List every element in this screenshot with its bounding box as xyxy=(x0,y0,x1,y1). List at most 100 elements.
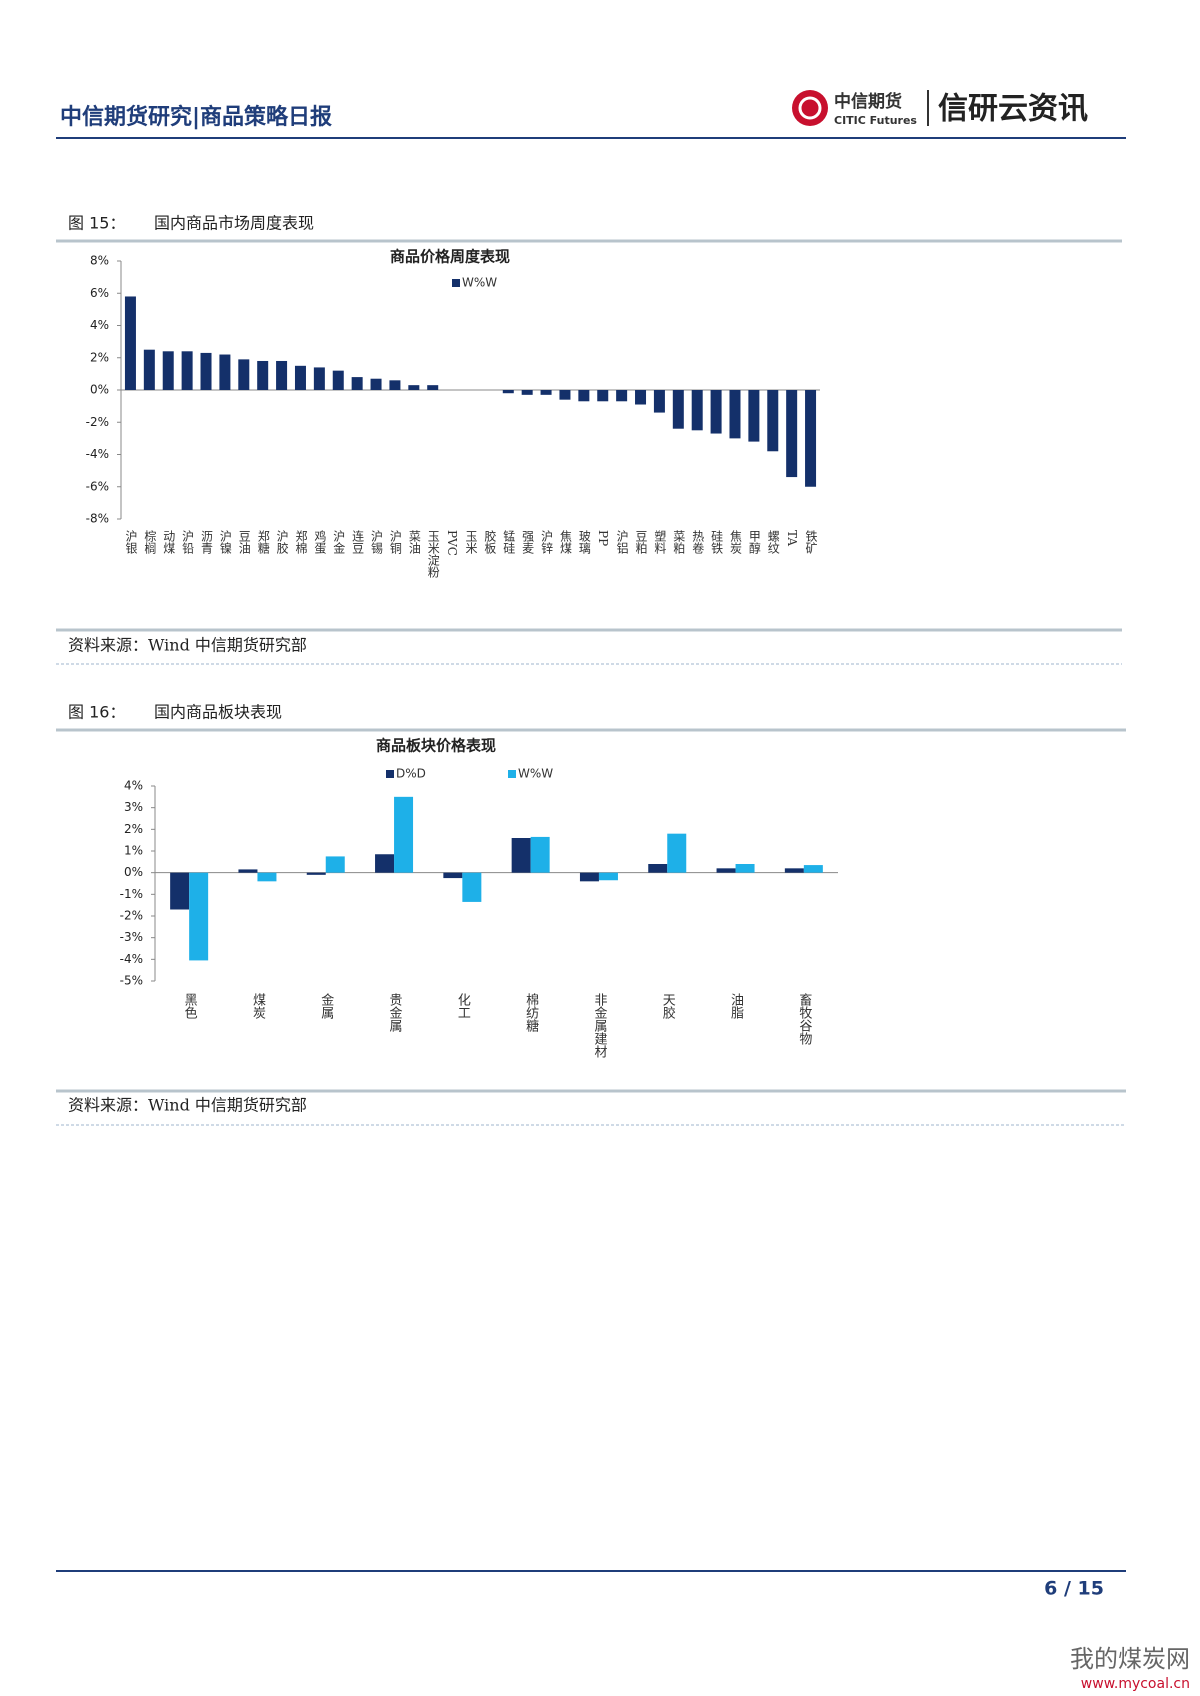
y-tick-label: -5% xyxy=(120,974,143,988)
bar xyxy=(716,868,736,873)
bar xyxy=(351,377,363,390)
bar xyxy=(238,869,258,873)
x-tick-label: 油脂 xyxy=(728,993,744,1019)
x-tick-label: 玉米 xyxy=(464,530,478,554)
x-tick-label: 玉米淀粉 xyxy=(426,530,440,578)
watermark-name: 我的煤炭网 xyxy=(1070,1645,1190,1673)
bar xyxy=(394,796,414,873)
x-tick-label: 热卷 xyxy=(691,530,705,554)
x-tick-label: 菜粕 xyxy=(672,530,686,554)
x-tick-label: 黑色 xyxy=(182,993,198,1019)
source: 资料来源：Wind 中信期货研究部 xyxy=(68,1096,307,1115)
x-tick-label: 焦煤 xyxy=(558,530,572,554)
brand: 信研云资讯 xyxy=(938,92,1088,127)
bar xyxy=(521,390,533,395)
x-tick-label: 棕榈 xyxy=(143,529,157,555)
bar xyxy=(462,872,482,902)
x-tick-label: 豆粕 xyxy=(634,530,648,554)
watermark-url: www.mycoal.cn xyxy=(1081,1676,1190,1692)
x-tick-label: 沪镍 xyxy=(218,530,232,554)
legend-swatch xyxy=(508,770,516,778)
bar xyxy=(200,352,212,390)
bar xyxy=(616,390,628,402)
legend-label: W%W xyxy=(462,276,497,290)
x-tick-label: 强麦 xyxy=(521,530,535,555)
figure-label: 图 16： xyxy=(68,703,125,722)
chart-title: 商品价格周度表现 xyxy=(390,248,510,266)
x-tick-label: 郑糖 xyxy=(256,529,270,555)
y-tick-label: -4% xyxy=(86,447,109,461)
x-tick-label: 沪铅 xyxy=(181,530,195,554)
legend-label: W%W xyxy=(518,767,553,781)
x-tick-label: 沪银 xyxy=(124,530,138,554)
bar xyxy=(389,380,401,390)
bar xyxy=(332,370,344,390)
bar xyxy=(786,390,798,478)
x-tick-label: 沪铝 xyxy=(615,530,629,554)
x-tick-label: 焦炭 xyxy=(728,530,742,555)
y-tick-label: 4% xyxy=(90,318,109,332)
x-tick-label: 连豆 xyxy=(351,529,365,554)
bar xyxy=(443,872,463,879)
y-tick-label: 2% xyxy=(90,350,109,364)
y-tick-label: -6% xyxy=(86,479,109,493)
bar xyxy=(427,385,439,390)
bar xyxy=(325,856,345,873)
bar xyxy=(672,390,684,429)
bar xyxy=(306,872,326,875)
bar xyxy=(162,351,174,390)
bar xyxy=(540,390,552,395)
x-tick-label: 沪锌 xyxy=(540,530,554,554)
bar xyxy=(767,390,779,452)
x-tick-label: PP xyxy=(596,530,610,546)
bar xyxy=(124,296,136,390)
y-tick-label: 0% xyxy=(124,865,143,879)
y-tick-label: 0% xyxy=(90,383,109,397)
x-tick-label: 硅铁 xyxy=(710,530,724,554)
x-tick-label: TA xyxy=(785,530,799,546)
x-tick-label: 郑棉 xyxy=(294,529,308,554)
bar xyxy=(294,365,306,390)
x-tick-label: 铁矿 xyxy=(804,530,818,554)
x-tick-label: 沪锡 xyxy=(370,530,384,555)
bar xyxy=(578,390,590,402)
figure-caption: 国内商品板块表现 xyxy=(154,703,282,722)
bar xyxy=(691,390,703,431)
x-tick-label: 金属 xyxy=(318,992,334,1020)
bar xyxy=(189,872,209,961)
x-tick-label: 螺纹 xyxy=(766,530,780,554)
y-tick-label: -8% xyxy=(86,512,109,526)
logo-ring xyxy=(798,96,822,120)
y-tick-label: 8% xyxy=(90,254,109,268)
y-tick-label: -2% xyxy=(86,415,109,429)
x-tick-label: 塑料 xyxy=(653,529,667,554)
x-tick-label: 玻璃 xyxy=(577,530,591,555)
logo-mark xyxy=(792,90,828,126)
y-tick-label: -2% xyxy=(120,909,143,923)
y-tick-label: -4% xyxy=(120,952,143,966)
page-number: 6 / 15 xyxy=(1044,1578,1104,1600)
x-tick-label: 非金属建材 xyxy=(591,993,607,1058)
x-tick-label: 天胶 xyxy=(660,993,676,1020)
bar xyxy=(735,864,755,873)
bar xyxy=(408,385,420,390)
x-tick-label: 锰硅 xyxy=(502,529,516,554)
bar xyxy=(219,354,231,390)
y-tick-label: -3% xyxy=(120,930,143,944)
bar xyxy=(653,390,665,413)
bar xyxy=(748,390,760,442)
bar xyxy=(257,872,277,882)
y-tick-label: -1% xyxy=(120,887,143,901)
x-tick-label: 畜牧谷物 xyxy=(796,992,812,1046)
y-tick-label: 2% xyxy=(124,822,143,836)
x-tick-label: 鸡蛋 xyxy=(313,529,327,555)
bar xyxy=(257,360,269,390)
bar xyxy=(729,390,741,439)
bar xyxy=(597,390,609,402)
x-tick-label: 胶板 xyxy=(483,529,497,555)
bar xyxy=(598,872,618,881)
bar xyxy=(635,390,647,405)
y-tick-label: 4% xyxy=(124,779,143,793)
